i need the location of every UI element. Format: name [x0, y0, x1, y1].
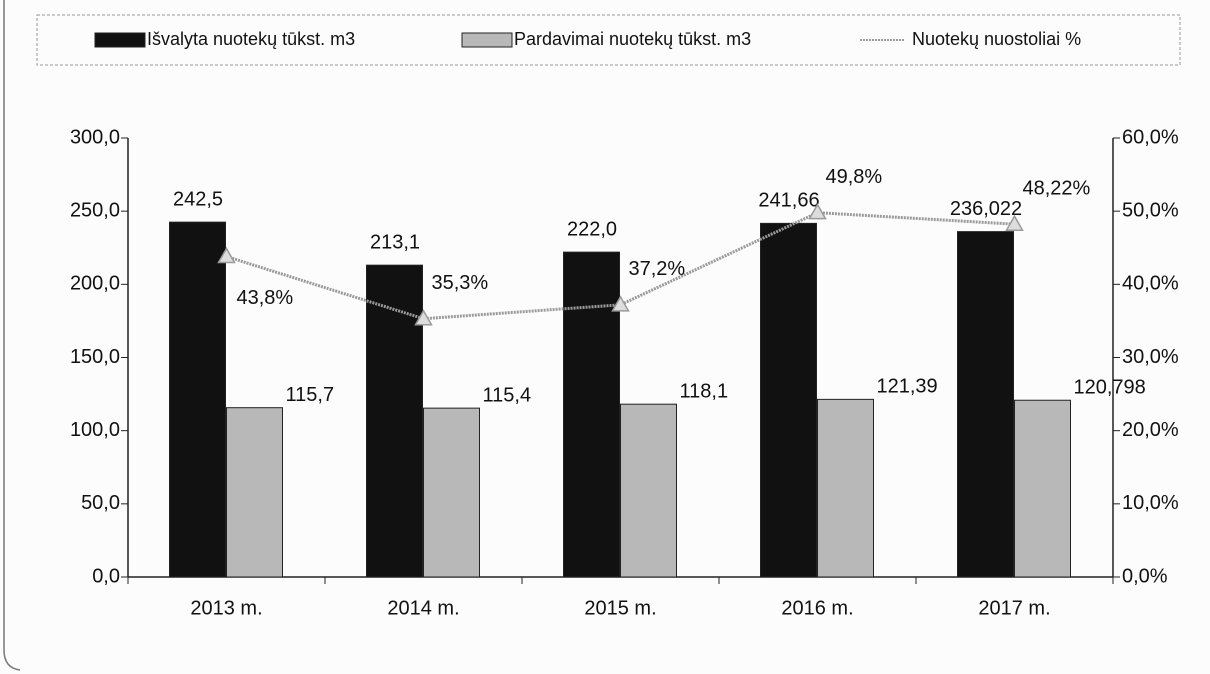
legend-label: Nuotekų nuostoliai %	[912, 29, 1081, 49]
bar	[169, 221, 226, 578]
data-label: 121,39	[877, 376, 938, 398]
x-tick-label: 2015 m.	[584, 597, 656, 619]
legend-swatch	[461, 32, 513, 48]
legend-label: Pardavimai nuotekų tūkst. m3	[514, 29, 751, 49]
data-label: 242,5	[173, 188, 223, 210]
x-tick-label: 2014 m.	[387, 597, 459, 619]
y2-tick-label: 0,0%	[1122, 565, 1168, 587]
data-label: 118,1	[680, 380, 729, 402]
data-label: 222,0	[567, 218, 617, 240]
bar	[817, 398, 874, 578]
legend-box	[36, 14, 1181, 66]
y-tick-label: 150,0	[70, 346, 120, 368]
bar	[226, 407, 283, 578]
bar	[366, 264, 423, 578]
bar	[1014, 399, 1071, 578]
line-marker	[217, 247, 236, 264]
x-tick-label: 2016 m.	[781, 597, 853, 619]
data-label: 115,4	[483, 384, 532, 406]
legend-swatch	[94, 32, 146, 48]
frame-edge	[3, 0, 21, 671]
y2-tick-label: 50,0%	[1122, 199, 1179, 221]
bar	[957, 231, 1014, 578]
line	[226, 211, 1015, 321]
bar	[620, 403, 677, 578]
data-label: 213,1	[370, 231, 420, 253]
line-marker	[1005, 214, 1024, 231]
y2-tick-label: 30,0%	[1122, 346, 1179, 368]
y2-tick-label: 10,0%	[1122, 492, 1179, 514]
line-marker	[808, 203, 827, 220]
data-label: 236,022	[950, 198, 1022, 220]
data-label: 241,66	[758, 190, 819, 212]
y-tick-label: 50,0	[81, 492, 120, 514]
x-tick-label: 2013 m.	[190, 597, 262, 619]
data-label: 48,22%	[1023, 177, 1091, 199]
bar	[760, 222, 817, 578]
data-label: 115,7	[286, 384, 335, 406]
data-label: 49,8%	[826, 166, 883, 188]
y-tick-label: 300,0	[70, 126, 120, 148]
y-tick-label: 0,0	[92, 565, 120, 587]
y-tick-label: 250,0	[70, 199, 120, 221]
data-label: 35,3%	[432, 272, 489, 294]
line-marker	[611, 295, 630, 312]
data-label: 120,798	[1074, 377, 1146, 399]
data-label: 37,2%	[629, 258, 686, 280]
y2-tick-label: 60,0%	[1122, 126, 1179, 148]
legend-label: Išvalyta nuotekų tūkst. m3	[147, 29, 355, 49]
line-marker	[414, 309, 433, 326]
legend: Išvalyta nuotekų tūkst. m3 Pardavimai nuo…	[94, 29, 1081, 49]
y-tick-label: 100,0	[70, 419, 120, 441]
bar	[563, 251, 620, 578]
y-tick-label: 200,0	[70, 273, 120, 295]
y2-tick-label: 20,0%	[1122, 419, 1179, 441]
data-label: 43,8%	[237, 287, 294, 309]
bar	[423, 407, 480, 578]
x-tick-label: 2017 m.	[978, 597, 1050, 619]
y2-tick-label: 40,0%	[1122, 273, 1179, 295]
